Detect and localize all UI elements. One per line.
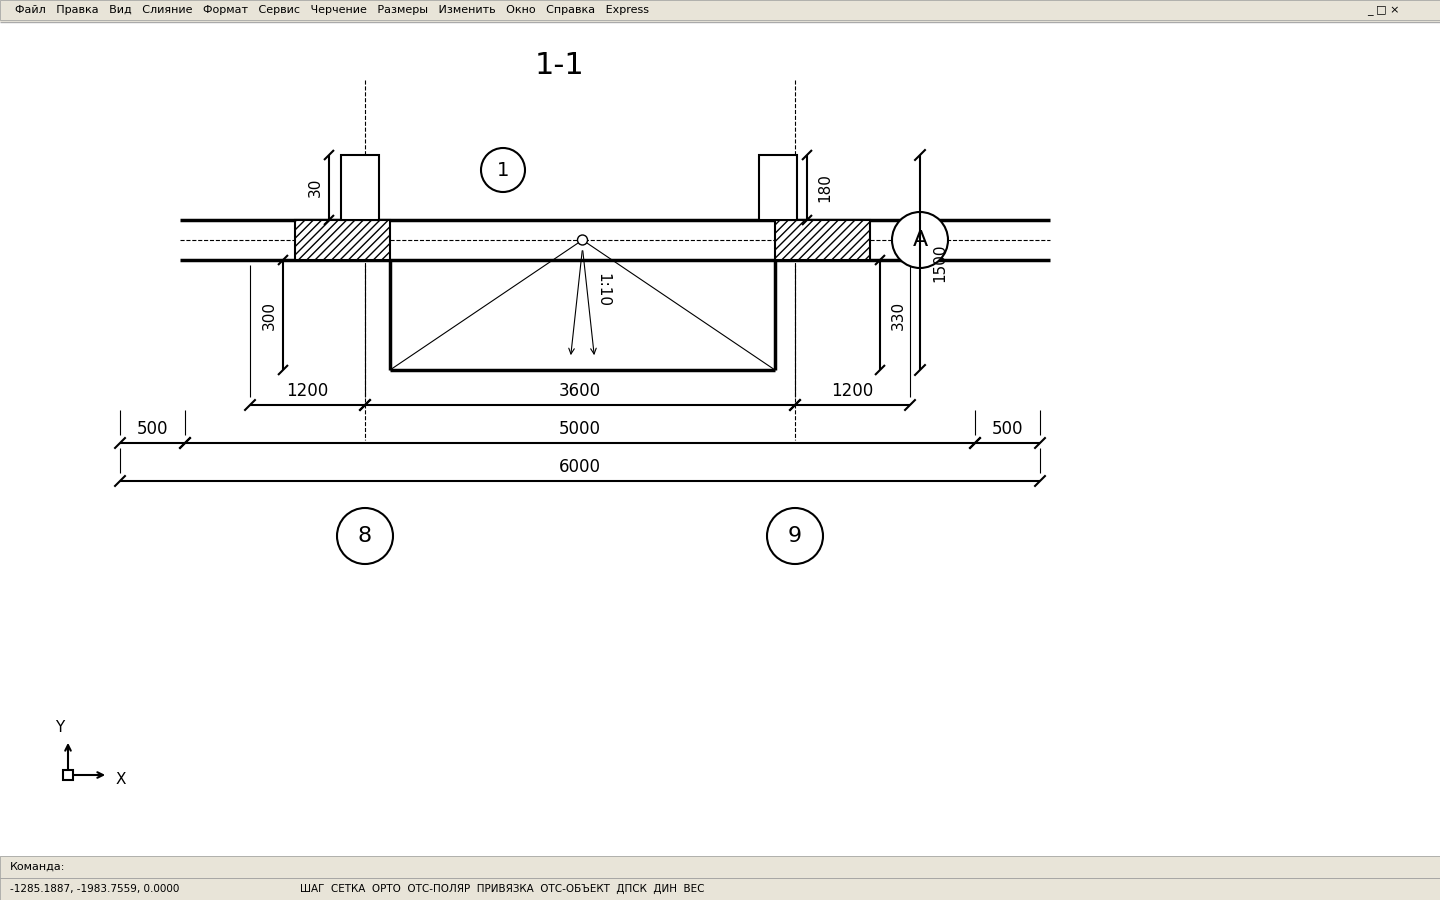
Text: 9: 9 [788, 526, 802, 546]
Bar [341, 155, 379, 220]
Text: 330: 330 [890, 301, 906, 329]
Text: X: X [115, 772, 127, 788]
Text: 6000: 6000 [559, 458, 600, 476]
Text: Файл   Правка   Вид   Слияние   Формат   Сервис   Черчение   Размеры   Изменить : Файл Правка Вид Слияние Формат Сервис Че… [14, 5, 649, 15]
Text: 3600: 3600 [559, 382, 600, 400]
Text: 1200: 1200 [287, 382, 328, 400]
Circle shape [768, 508, 824, 564]
Bar [0, 0, 1440, 20]
Bar [0, 878, 1440, 900]
Text: 180: 180 [818, 173, 832, 202]
Circle shape [481, 148, 526, 192]
Bar [0, 856, 1440, 878]
Bar [295, 220, 390, 260]
Bar [63, 770, 73, 780]
Text: 1:10: 1:10 [595, 273, 611, 307]
Text: 500: 500 [137, 420, 168, 438]
Circle shape [337, 508, 393, 564]
Text: Команда:: Команда: [10, 862, 65, 872]
Bar [759, 155, 796, 220]
Text: 1-1: 1-1 [536, 50, 585, 79]
Text: 8: 8 [359, 526, 372, 546]
Text: _ □ ×: _ □ × [1368, 5, 1400, 15]
Text: 30: 30 [308, 178, 323, 197]
Text: 500: 500 [992, 420, 1024, 438]
Text: -1285.1887, -1983.7559, 0.0000: -1285.1887, -1983.7559, 0.0000 [10, 884, 180, 894]
Text: 1500: 1500 [933, 243, 948, 282]
Circle shape [577, 235, 588, 245]
Circle shape [891, 212, 948, 268]
Text: 1200: 1200 [831, 382, 874, 400]
Text: 1: 1 [497, 160, 510, 179]
Text: Y: Y [55, 719, 65, 734]
Text: 5000: 5000 [559, 420, 600, 438]
Text: ШАГ  СЕТКА  ОРТО  ОТС-ПОЛЯР  ПРИВЯЗКА  ОТС-ОБЪЕКТ  ДПСК  ДИН  ВЕС: ШАГ СЕТКА ОРТО ОТС-ПОЛЯР ПРИВЯЗКА ОТС-ОБ… [300, 884, 704, 894]
Text: A: A [913, 230, 927, 250]
Text: 300: 300 [262, 301, 276, 329]
Bar [775, 220, 870, 260]
